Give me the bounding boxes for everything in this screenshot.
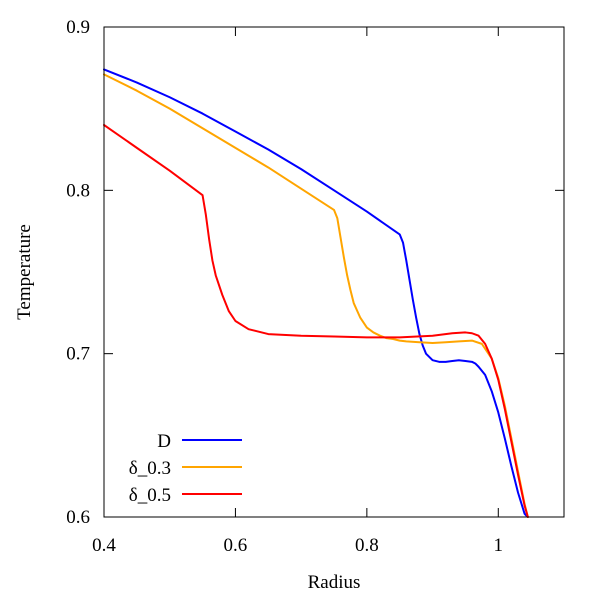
series-line (103, 124, 529, 518)
legend-label: D (157, 431, 171, 452)
y-tick-label: 0.6 (66, 507, 90, 528)
tick-labels: 0.4 0.6 0.8 10.60.70.80.9 (66, 17, 503, 556)
y-tick-label: 0.7 (66, 344, 90, 365)
x-tick-label: 0.4 (92, 535, 116, 556)
axis-ticks (103, 26, 564, 518)
series-line (103, 68, 529, 518)
y-tick-label: 0.8 (66, 180, 90, 201)
plot-frame (103, 26, 565, 518)
y-axis-label: Temperature (14, 224, 35, 320)
y-tick-label: 0.9 (66, 17, 90, 38)
series-layer (103, 68, 529, 518)
legend-label: δ_0.5 (129, 485, 171, 506)
x-tick-label: 0.6 (224, 535, 248, 556)
x-tick-label: 1 (494, 535, 504, 556)
x-axis-label: Radius (308, 572, 361, 593)
x-tick-label: 0.8 (355, 535, 379, 556)
legend-label: δ_0.3 (129, 458, 171, 479)
legend: Dδ_0.3 δ_0.5 (129, 431, 242, 506)
